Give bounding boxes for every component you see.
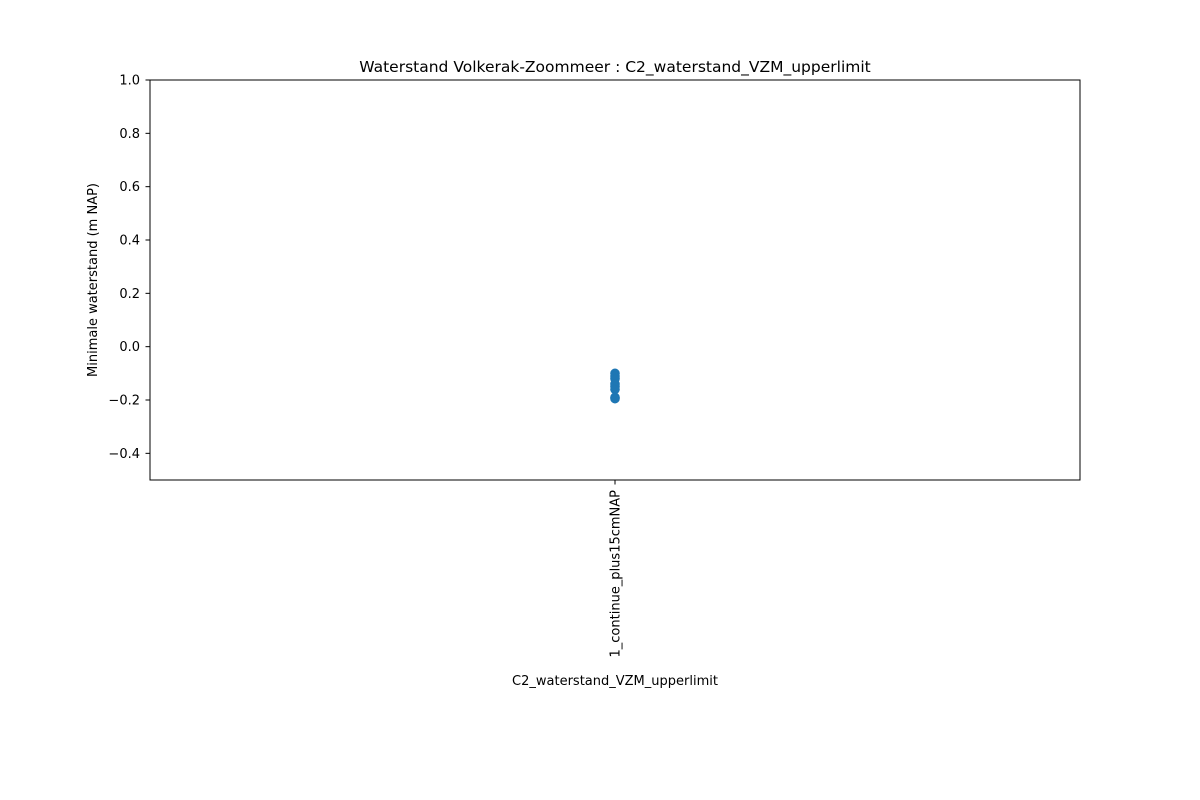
x-axis-label: C2_waterstand_VZM_upperlimit: [512, 674, 718, 689]
y-axis: −0.4 −0.2 0.0 0.2 0.4 0.6 0.8 1.0: [108, 74, 150, 462]
chart-title: Waterstand Volkerak-Zoommeer : C2_waters…: [359, 58, 870, 77]
data-point: [610, 384, 620, 395]
data-series: [610, 368, 620, 404]
y-tick-label: 0.0: [119, 340, 140, 355]
data-point: [610, 393, 620, 404]
y-tick-label: 0.8: [119, 127, 140, 142]
y-tick-label: 0.2: [119, 287, 140, 302]
y-axis-label: Minimale waterstand (m NAP): [86, 183, 101, 377]
y-tick-label: 0.4: [119, 234, 140, 249]
y-tick-label: −0.2: [108, 394, 140, 409]
y-tick-label: 0.6: [119, 180, 140, 195]
x-axis: 1_continue_plus15cmNAP: [609, 480, 624, 657]
y-tick-label: 1.0: [119, 74, 140, 89]
y-tick-label: −0.4: [108, 447, 140, 462]
x-tick-label: 1_continue_plus15cmNAP: [609, 490, 624, 658]
